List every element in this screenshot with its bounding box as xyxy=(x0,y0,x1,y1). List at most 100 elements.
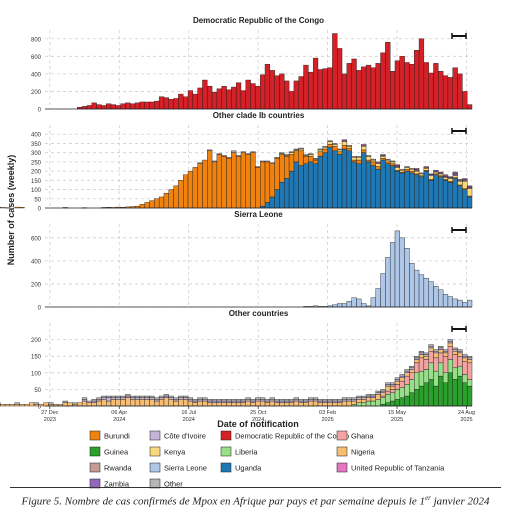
bar xyxy=(255,397,261,400)
bar xyxy=(298,150,304,166)
bar xyxy=(442,180,449,209)
bar xyxy=(245,154,251,209)
bar xyxy=(260,399,266,402)
bar xyxy=(279,152,285,154)
bar xyxy=(409,365,415,369)
bar xyxy=(457,351,463,354)
bar xyxy=(264,160,271,163)
bar xyxy=(428,344,434,347)
bar xyxy=(356,298,362,308)
bar xyxy=(158,399,165,407)
bar xyxy=(163,193,169,209)
bar xyxy=(197,397,203,400)
bar xyxy=(404,167,410,170)
bar xyxy=(466,299,473,308)
bar xyxy=(433,63,439,110)
bar xyxy=(457,181,463,186)
bar xyxy=(442,382,449,407)
panel-title: Other clade Ib countries xyxy=(213,111,305,120)
y-tick-label: 0 xyxy=(38,108,42,114)
bar xyxy=(356,395,362,398)
bar xyxy=(442,349,449,352)
bar xyxy=(337,148,343,151)
bar xyxy=(178,397,184,400)
bar xyxy=(322,68,328,110)
legend-swatch xyxy=(149,462,161,473)
bar xyxy=(101,397,107,400)
series-rwanda xyxy=(197,140,473,189)
panel-title: Other countries xyxy=(229,309,289,318)
bar xyxy=(264,402,271,407)
y-tick-label: 100 xyxy=(31,188,42,194)
bar xyxy=(399,380,405,388)
bar xyxy=(346,399,352,402)
bar xyxy=(91,399,97,402)
legend-label: Burundi xyxy=(104,432,130,441)
bar xyxy=(274,400,280,403)
bar xyxy=(202,400,208,407)
bar xyxy=(341,303,348,308)
bar xyxy=(308,161,314,209)
bar xyxy=(385,382,391,385)
bar xyxy=(288,91,295,110)
bar xyxy=(163,97,169,110)
bar xyxy=(447,372,453,407)
bar xyxy=(389,71,396,110)
bar xyxy=(14,404,20,407)
bar xyxy=(433,286,439,308)
bar xyxy=(183,96,189,110)
bar xyxy=(144,202,150,209)
bar xyxy=(404,169,410,172)
bar xyxy=(409,372,415,380)
bar xyxy=(404,370,410,374)
bar xyxy=(293,161,299,209)
bar xyxy=(144,397,150,400)
bar xyxy=(139,399,145,407)
y-tick-label: 250 xyxy=(31,160,42,166)
bar xyxy=(380,395,386,398)
bar xyxy=(317,148,323,151)
bar xyxy=(207,149,213,152)
bar xyxy=(264,64,271,110)
bar xyxy=(404,369,410,372)
bar xyxy=(255,166,261,168)
bar xyxy=(385,42,391,110)
bar xyxy=(183,395,189,398)
bar xyxy=(332,402,338,407)
bar xyxy=(389,392,396,402)
bar xyxy=(389,385,396,390)
bar xyxy=(433,349,439,352)
bar xyxy=(322,148,328,153)
bar xyxy=(438,352,444,364)
x-tick-label: 24 Aug xyxy=(458,410,475,416)
bar xyxy=(433,174,439,209)
bar xyxy=(438,173,444,176)
bar xyxy=(255,167,261,209)
panel-1: Democratic Republic of the Congo 0 200 400 6… xyxy=(31,16,473,114)
bar xyxy=(409,170,415,174)
bar xyxy=(361,152,367,209)
bar xyxy=(394,164,401,166)
bar xyxy=(226,400,232,403)
bar xyxy=(433,357,439,372)
bar xyxy=(466,357,473,360)
series-democratic-republic-of-the-congo xyxy=(77,33,473,110)
bar xyxy=(385,385,391,392)
bar xyxy=(298,399,304,402)
bar xyxy=(187,397,194,400)
bar xyxy=(221,156,227,209)
bar xyxy=(284,399,290,402)
bar xyxy=(130,103,136,110)
bar xyxy=(380,154,386,156)
bar xyxy=(337,400,343,403)
bar xyxy=(404,375,410,385)
bar xyxy=(255,85,261,110)
bar xyxy=(375,390,381,393)
bar xyxy=(428,347,434,352)
bar xyxy=(327,67,333,110)
bar xyxy=(332,33,338,110)
bar xyxy=(375,163,381,167)
bar xyxy=(409,369,415,374)
legend-swatch xyxy=(89,478,101,489)
bar xyxy=(442,356,449,374)
